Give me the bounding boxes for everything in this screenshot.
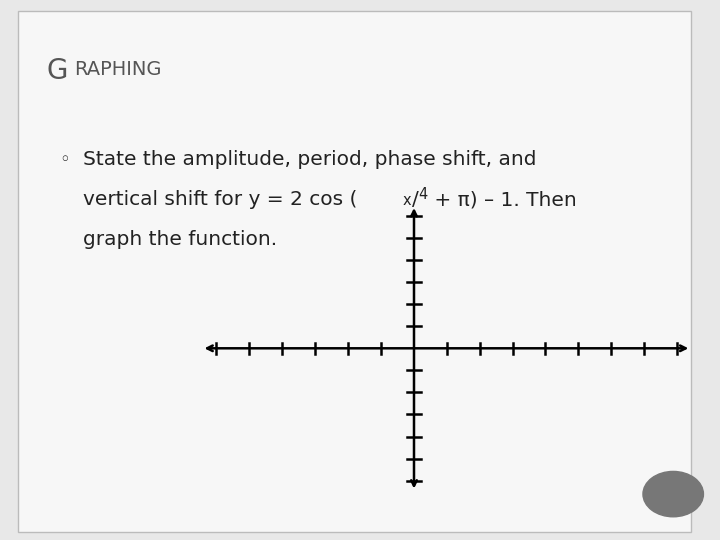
Text: 4: 4 <box>418 187 428 202</box>
FancyBboxPatch shape <box>18 11 691 532</box>
Text: /: / <box>412 190 418 209</box>
Text: graph the function.: graph the function. <box>83 230 277 249</box>
Text: + π) – 1. Then: + π) – 1. Then <box>428 190 577 209</box>
Text: RAPHING: RAPHING <box>74 60 162 79</box>
Text: vertical shift for y = 2 cos (: vertical shift for y = 2 cos ( <box>83 190 357 209</box>
Text: x: x <box>402 193 411 208</box>
Text: State the amplitude, period, phase shift, and: State the amplitude, period, phase shift… <box>83 150 536 169</box>
Text: ◦: ◦ <box>59 151 70 169</box>
Text: G: G <box>47 57 68 85</box>
Circle shape <box>643 471 703 517</box>
